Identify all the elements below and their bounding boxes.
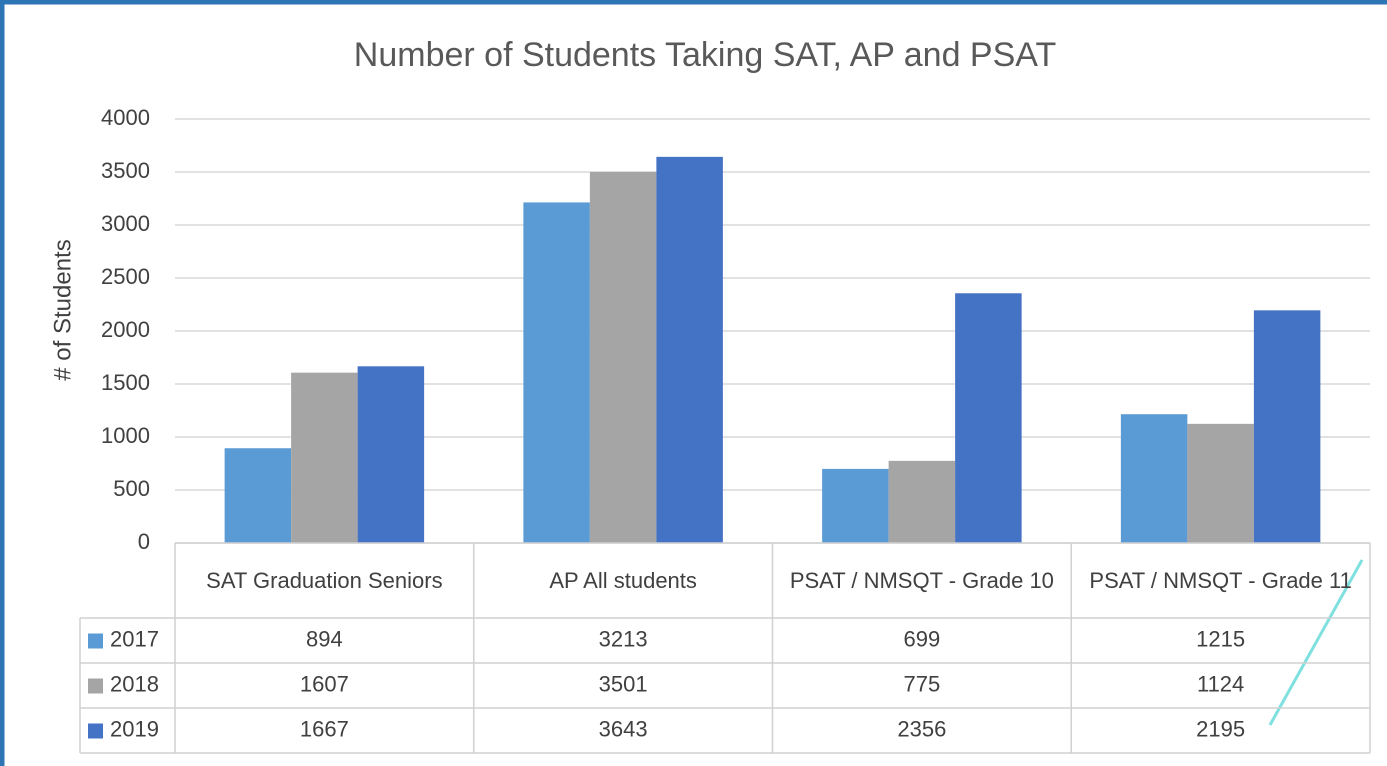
table-value: 699 (904, 626, 941, 651)
y-tick-label: 4000 (101, 105, 150, 130)
bar (291, 372, 358, 543)
table-value: 3643 (599, 716, 648, 741)
table-value: 1667 (300, 716, 349, 741)
y-tick-label: 1000 (101, 423, 150, 448)
category-cell: PSAT / NMSQT - Grade 11 (1089, 567, 1352, 593)
category-cell: SAT Graduation Seniors (206, 567, 443, 593)
bar (1120, 414, 1188, 543)
x-tick-label: SAT Graduation Seniors (206, 567, 443, 593)
y-tick-label: 3500 (101, 158, 150, 183)
category-cell: AP All students (549, 567, 697, 593)
y-tick-label: 2000 (101, 317, 150, 342)
table-value: 1215 (1196, 626, 1245, 651)
category-cell: PSAT / NMSQT - Grade 10 (789, 567, 1054, 593)
bar (523, 202, 590, 543)
table-value: 2195 (1196, 716, 1245, 741)
bar (888, 460, 956, 543)
legend-swatch (88, 633, 103, 649)
y-tick-label: 2500 (101, 264, 150, 289)
table-value: 1607 (300, 671, 349, 696)
legend-label: 2017 (110, 626, 159, 651)
bar (1187, 423, 1254, 543)
table-value: 3501 (599, 671, 648, 696)
legend-label: 2018 (110, 671, 159, 696)
y-axis-label: # of Students (49, 239, 76, 380)
x-tick-label: AP All students (549, 567, 697, 593)
annotation-stroke (1268, 559, 1364, 726)
bar (357, 366, 425, 543)
y-tick-label: 1500 (101, 370, 150, 395)
table-value: 2356 (897, 716, 946, 741)
legend-swatch (88, 678, 103, 694)
bar (1253, 310, 1321, 543)
bar (589, 171, 657, 544)
y-tick-label: 0 (138, 529, 150, 554)
y-tick-label: 3000 (101, 211, 150, 236)
legend-swatch (88, 723, 103, 739)
y-tick-label: 500 (113, 476, 150, 501)
table-value: 1124 (1197, 671, 1244, 696)
bar (822, 468, 889, 543)
bar (224, 448, 292, 543)
table-value: 775 (904, 671, 941, 696)
table-value: 894 (306, 626, 343, 651)
table-value: 3213 (599, 626, 648, 651)
bar (955, 293, 1022, 543)
legend-label: 2019 (110, 716, 159, 741)
x-tick-label: PSAT / NMSQT - Grade 11 (1089, 567, 1352, 593)
bar (656, 156, 723, 544)
chart-title: Number of Students Taking SAT, AP and PS… (354, 36, 1056, 74)
x-tick-label: PSAT / NMSQT - Grade 10 (789, 567, 1054, 593)
